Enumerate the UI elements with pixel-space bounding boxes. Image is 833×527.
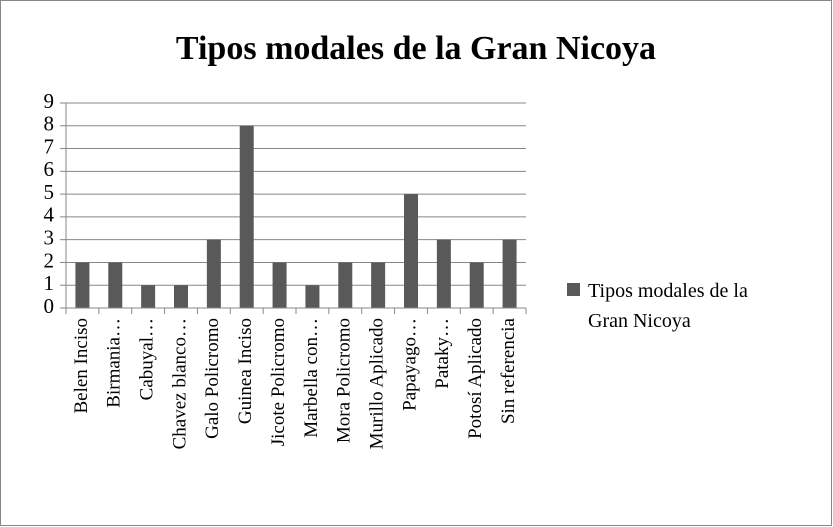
x-tick-label: Murillo Aplicado — [367, 318, 388, 449]
x-tick-label: Pataky… — [432, 318, 453, 389]
x-tick-label: Jicote Policromo — [268, 318, 289, 446]
x-tick-label: Guinea Inciso — [235, 318, 256, 424]
bar — [371, 262, 386, 308]
bar — [239, 125, 254, 309]
bar — [206, 239, 221, 308]
x-tick-label: Potosí Aplicado — [465, 318, 486, 439]
bar — [502, 239, 517, 308]
bar — [469, 262, 484, 308]
x-tick-label: Mora Policromo — [334, 318, 355, 443]
y-tick-label: 7 — [44, 134, 55, 158]
chart-title: Tipos modales de la Gran Nicoya — [176, 30, 656, 67]
y-tick-label: 1 — [44, 271, 55, 295]
bar — [174, 285, 188, 308]
bar — [305, 285, 320, 308]
y-tick-label: 5 — [44, 180, 55, 204]
x-tick-label: Sin referencia — [498, 317, 519, 424]
x-tick-label: Chavez blanco… — [169, 318, 190, 449]
y-tick-label: 2 — [44, 248, 55, 272]
x-tick-label: Marbella con… — [301, 318, 322, 438]
y-tick-label: 9 — [44, 89, 55, 113]
bar — [338, 262, 353, 308]
x-tick-label: Belen Inciso — [71, 318, 92, 414]
legend-swatch — [567, 283, 580, 296]
y-tick-label: 0 — [44, 294, 55, 318]
y-tick-label: 3 — [44, 225, 55, 249]
x-tick-label: Galo Policromo — [202, 318, 223, 439]
bar — [404, 194, 418, 308]
y-tick-label: 4 — [44, 203, 55, 227]
bar — [141, 285, 156, 308]
x-tick-label: Cabuyal… — [137, 318, 158, 400]
y-tick-label: 6 — [44, 157, 55, 181]
bar — [108, 262, 123, 308]
y-tick-label: 8 — [44, 112, 55, 136]
bar — [272, 262, 287, 308]
bar — [75, 262, 90, 308]
x-tick-label: Papayago… — [399, 318, 420, 411]
legend-label: Tipos modales de la Gran Nicoya — [588, 280, 748, 332]
bar — [436, 239, 451, 308]
x-tick-label: Birmania… — [104, 318, 125, 408]
